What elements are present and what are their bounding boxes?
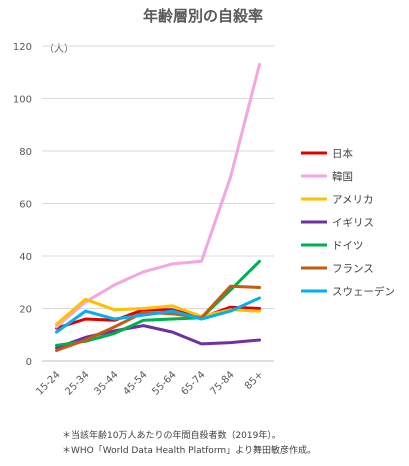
x-tick-label: 65-74 [179,369,207,397]
x-tick-label: 35-44 [92,369,120,397]
axis-ticks: 0 20 40 60 80 100 120 15-24 25-34 35-44 45-54 55-64… [13,42,266,398]
series-line [55,324,261,350]
x-tick-label: 85+ [243,369,266,392]
y-tick-label: 40 [19,252,32,263]
legend-label: 日本 [332,147,353,160]
series-line [55,305,261,330]
x-tick-label: 45-54 [121,369,149,397]
chart-title: 年齢層別の自殺率 [143,7,263,25]
y-tick-label: 120 [13,42,32,53]
series-line [55,62,261,329]
series-line [55,296,261,334]
legend-label: イギリス [332,217,374,229]
x-tick-label: 25-34 [63,369,91,397]
y-tick-label: 0 [26,357,32,368]
y-tick-label: 60 [19,200,32,211]
y-axis-unit-label: （人） [44,43,74,55]
note-line-1: ＊当該年齢10万人あたりの年間自殺者数（2019年）。 [62,429,281,441]
y-tick-label: 100 [13,95,32,106]
legend-label: スウェーデン [332,285,395,298]
notes: ＊当該年齢10万人あたりの年間自殺者数（2019年）。 ＊WHO「World D… [62,429,316,456]
x-tick-label: 75-84 [208,369,236,397]
y-tick-label: 80 [19,147,32,158]
legend-label: ドイツ [332,240,364,252]
legend-label: 韓国 [332,171,353,183]
note-line-2: ＊WHO「World Data Health Platform」より舞田敏彦作成… [62,444,316,456]
x-tick-label: 55-64 [150,369,178,397]
y-tick-label: 20 [19,305,32,316]
series-lines [55,62,261,352]
series-line [55,259,261,347]
legend-label: アメリカ [332,194,373,206]
legend-label: フランス [332,263,374,275]
grid [42,45,274,362]
x-tick-label: 15-24 [34,369,62,397]
